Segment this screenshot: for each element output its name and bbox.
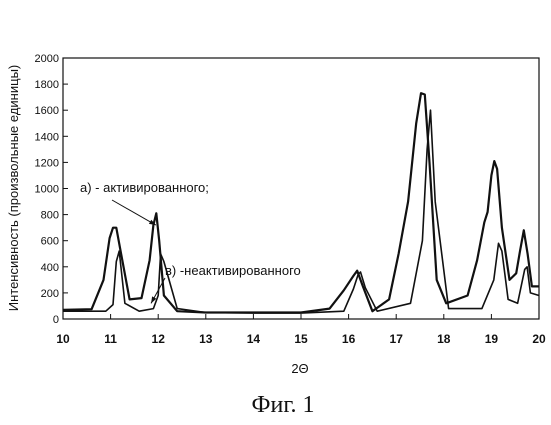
y-tick-label: 0: [53, 314, 59, 326]
x-tick-label: 14: [247, 332, 261, 346]
y-tick-label: 800: [41, 210, 59, 222]
x-tick-label: 15: [294, 332, 308, 346]
x-tick-label: 16: [342, 332, 356, 346]
annotation-arrow-1: [111, 199, 157, 226]
x-tick-label: 17: [390, 332, 404, 346]
y-axis-ticks: 0 200 400 600 800 1000 1200 1400 1600 1800 2000: [35, 53, 68, 326]
annotation-label-2: в) -неактивированного: [165, 263, 301, 278]
y-tick-label: 200: [41, 288, 59, 300]
y-tick-label: 2000: [35, 53, 59, 65]
y-axis-title: Интенсивность (произвольные единицы): [6, 65, 21, 312]
arrow-head-icon: [148, 219, 156, 226]
y-tick-label: 1000: [35, 184, 59, 196]
x-tick-label: 11: [104, 332, 117, 346]
x-axis-title: 2Θ: [291, 361, 308, 376]
annotation-label-1: а) - активированного;: [80, 180, 209, 195]
x-tick-label: 20: [532, 332, 546, 346]
figure-caption: Фиг. 1: [252, 392, 315, 418]
series-line-2: [63, 109, 540, 314]
y-tick-label: 400: [41, 262, 59, 274]
x-tick-label: 10: [56, 332, 70, 346]
y-tick-label: 1400: [35, 131, 59, 143]
x-tick-label: 13: [199, 332, 213, 346]
annotation-layer: а) - активированного; в) -неактивированно…: [80, 180, 301, 304]
x-tick-label: 19: [485, 332, 499, 346]
y-tick-label: 1600: [35, 105, 59, 117]
x-axis-ticks: 10 11 12 13 14 15 16 17 18 19 20: [56, 314, 546, 346]
arrow-head-icon: [151, 296, 157, 304]
series-layer: [62, 92, 540, 314]
series-line-1: [62, 92, 539, 314]
y-tick-label: 600: [41, 236, 59, 248]
x-tick-label: 18: [437, 332, 451, 346]
x-tick-label: 12: [152, 332, 166, 346]
y-tick-label: 1800: [35, 79, 59, 91]
y-tick-label: 1200: [35, 157, 59, 169]
